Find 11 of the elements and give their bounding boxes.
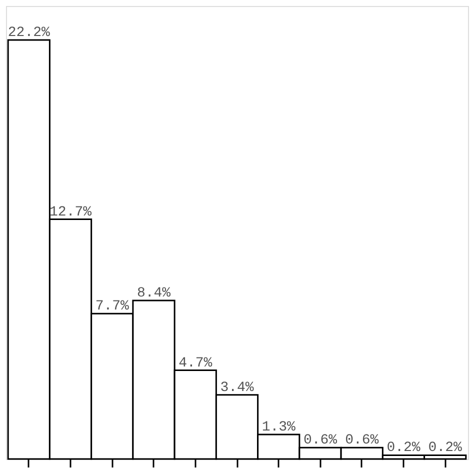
data-label: 0.2% — [428, 440, 463, 456]
data-label: 7.7% — [95, 298, 130, 315]
data-label: 8.4% — [136, 285, 172, 302]
data-label: 0.6% — [345, 432, 380, 449]
data-label: 4.7% — [178, 355, 213, 372]
data-label: 0.2% — [386, 440, 421, 456]
data-label: 0.6% — [303, 432, 338, 449]
data-label: 22.2% — [8, 24, 50, 41]
data-label: 3.4% — [220, 380, 254, 396]
data-label: 12.7% — [50, 204, 92, 220]
data-label: 1.3% — [262, 419, 296, 436]
